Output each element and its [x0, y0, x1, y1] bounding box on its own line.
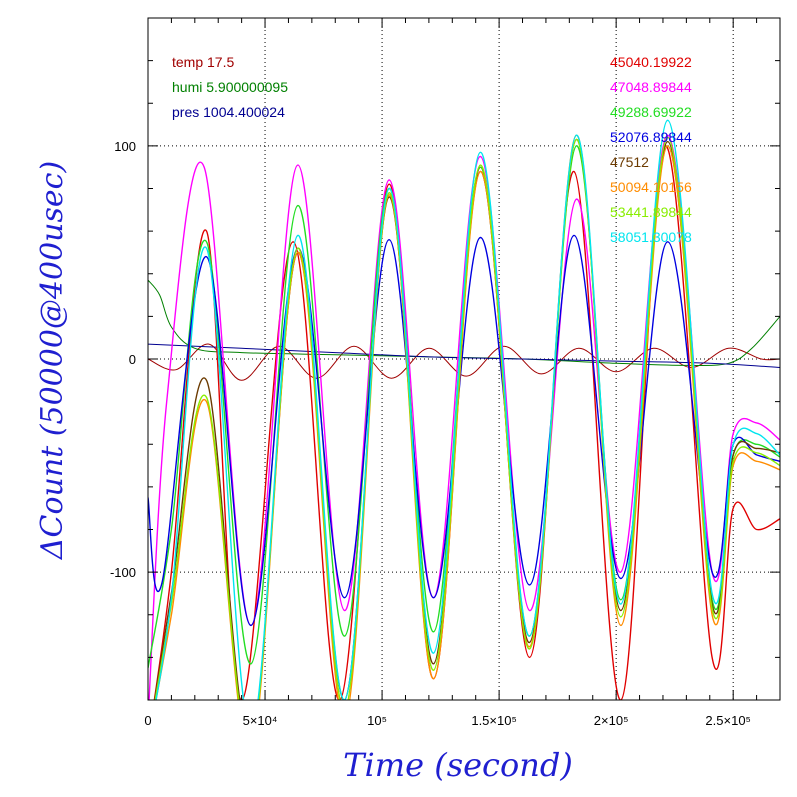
env-line-temp: [148, 343, 780, 381]
series-legend-entry-5: 50094.10156: [610, 179, 692, 195]
data-series: [148, 119, 780, 700]
y-tick-label-2: 100: [114, 139, 136, 154]
x-tick-label-0: 0: [144, 713, 151, 728]
x-tick-label-2: 10⁵: [367, 713, 387, 728]
series-legend-entry-3: 52076.89844: [610, 129, 692, 145]
series-line-7: [155, 119, 780, 700]
y-axis-title: ΔCount (50000@400usec): [35, 161, 70, 560]
series-legend-entry-0: 45040.19922: [610, 54, 692, 70]
x-tick-label-1: 5×10⁴: [243, 713, 278, 728]
x-tick-label-5: 2.5×10⁵: [705, 713, 751, 728]
series-legend-entry-6: 53441.89844: [610, 204, 692, 220]
series-legend-entry-4: 47512: [610, 154, 649, 170]
env-legend-entry-2: pres 1004.400024: [172, 104, 285, 120]
x-axis-title: Time (second): [343, 746, 573, 784]
series-legend-entry-1: 47048.89844: [610, 79, 692, 95]
series-line-6: [154, 136, 780, 700]
env-legend-entry-0: temp 17.5: [172, 54, 234, 70]
series-legend-entry-7: 58051.30078: [610, 229, 692, 245]
y-tick-label-1: 0: [129, 352, 136, 367]
x-tick-label-4: 2×10⁵: [594, 713, 629, 728]
legend: temp 17.5 humi 5.900000095 pres 1004.40002…: [172, 54, 692, 245]
series-legend-entry-2: 49288.69922: [610, 104, 692, 120]
env-legend-entry-1: humi 5.900000095: [172, 79, 288, 95]
axis-ticks: 0 5×10⁴ 10⁵ 1.5×10⁵ 2×10⁵ 2.5×10⁵ -100 0 100: [110, 17, 781, 728]
y-tick-label-0: -100: [110, 565, 136, 580]
x-tick-label-3: 1.5×10⁵: [471, 713, 517, 728]
